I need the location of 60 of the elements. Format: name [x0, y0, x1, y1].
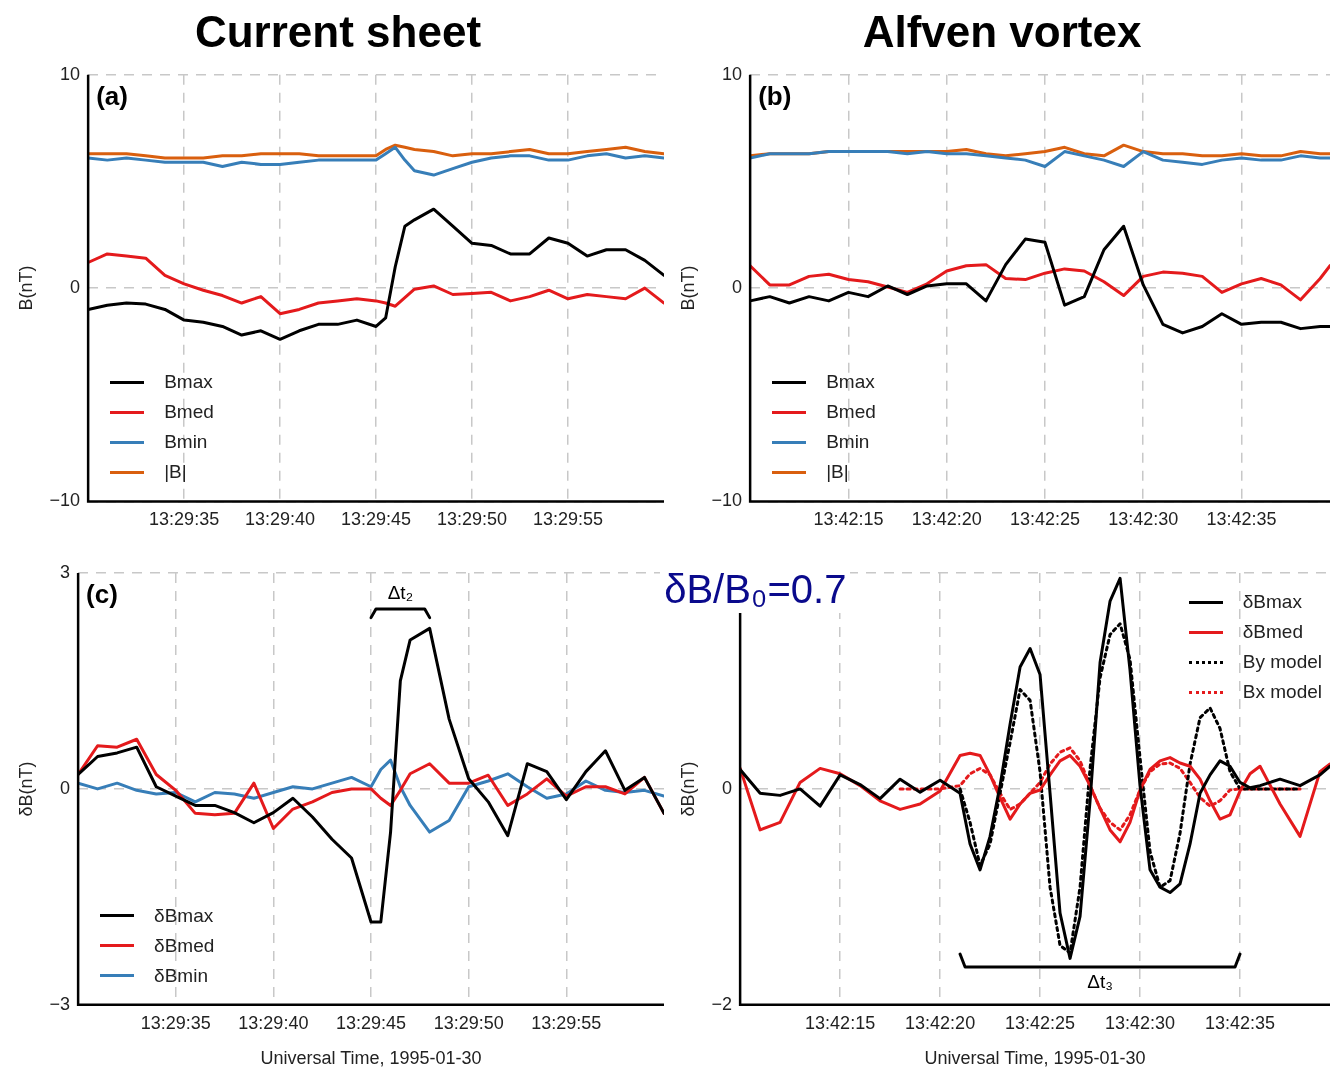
annotation: δB/B₀=0.7 — [660, 565, 851, 613]
legend-label: By model — [1242, 651, 1322, 673]
y-tick-label: 0 — [722, 777, 733, 798]
x-tick-label: 13:29:55 — [532, 509, 604, 530]
x-axis-title: Universal Time, 1995-01-30 — [924, 1048, 1146, 1069]
x-tick-label: 13:29:45 — [340, 509, 412, 530]
y-tick-label: 10 — [60, 63, 81, 84]
y-axis-title: B(nT) — [15, 265, 36, 311]
annotation: Δt₃ — [1087, 970, 1113, 992]
y-tick-label: 0 — [60, 777, 71, 798]
legend-label: Bmax — [826, 371, 875, 394]
y-axis-title: δB(nT) — [15, 761, 36, 817]
legend-label: Bx model — [1242, 681, 1322, 703]
legend-label: Bmin — [164, 431, 208, 454]
y-tick-label: −3 — [49, 993, 71, 1014]
legend-label: Bmin — [826, 431, 870, 454]
y-tick-label: −10 — [711, 490, 743, 511]
annotation: (c) — [86, 579, 118, 610]
legend-label: δBmax — [154, 904, 214, 927]
x-tick-label: 13:42:35 — [1206, 509, 1277, 530]
x-tick-label: 13:42:20 — [905, 1012, 976, 1033]
x-tick-label: 13:42:25 — [1004, 1012, 1076, 1033]
x-tick-label: 13:29:45 — [335, 1012, 407, 1033]
chart-title: Alfven vortex — [862, 6, 1142, 56]
legend-label: δBmax — [1242, 591, 1302, 613]
legend-label: δBmed — [154, 934, 215, 957]
legend-label: Bmed — [826, 401, 876, 424]
legend-label: δBmed — [1242, 621, 1304, 643]
x-tick-label: 13:29:35 — [149, 509, 220, 530]
x-tick-label: 13:29:50 — [436, 509, 508, 530]
x-tick-label: 13:42:35 — [1204, 1012, 1276, 1033]
x-tick-label: 13:42:15 — [805, 1012, 876, 1033]
x-axis-title: Universal Time, 1995-01-30 — [260, 1048, 482, 1069]
y-tick-label: 0 — [732, 277, 743, 298]
annotation: Δt₂ — [387, 581, 414, 603]
legend-label: |B| — [164, 461, 187, 484]
y-tick-label: 0 — [70, 277, 81, 298]
x-tick-label: 13:29:40 — [245, 509, 316, 530]
chart-title: Current sheet — [194, 6, 482, 56]
legend-label: |B| — [826, 461, 849, 484]
legend-label: Bmax — [164, 371, 213, 394]
legend-label: δBmin — [154, 964, 208, 987]
y-tick-label: 3 — [60, 561, 71, 582]
x-tick-label: 13:42:25 — [1009, 509, 1080, 530]
x-tick-label: 13:29:50 — [433, 1012, 504, 1033]
x-tick-label: 13:42:20 — [911, 509, 982, 530]
y-axis-title: δB(nT) — [677, 761, 698, 817]
y-tick-label: 10 — [722, 63, 743, 84]
x-tick-label: 13:42:30 — [1104, 1012, 1176, 1033]
annotation: (b) — [758, 80, 792, 112]
y-axis-title: B(nT) — [677, 265, 698, 311]
x-tick-label: 13:29:40 — [238, 1012, 309, 1033]
x-tick-label: 13:42:15 — [813, 509, 884, 530]
annotation: (a) — [96, 80, 128, 112]
y-tick-label: −10 — [49, 490, 81, 511]
y-tick-label: −2 — [711, 993, 733, 1014]
x-tick-label: 13:42:30 — [1108, 509, 1179, 530]
legend-label: Bmed — [164, 401, 214, 424]
x-tick-label: 13:29:55 — [531, 1012, 602, 1033]
x-tick-label: 13:29:35 — [140, 1012, 211, 1033]
